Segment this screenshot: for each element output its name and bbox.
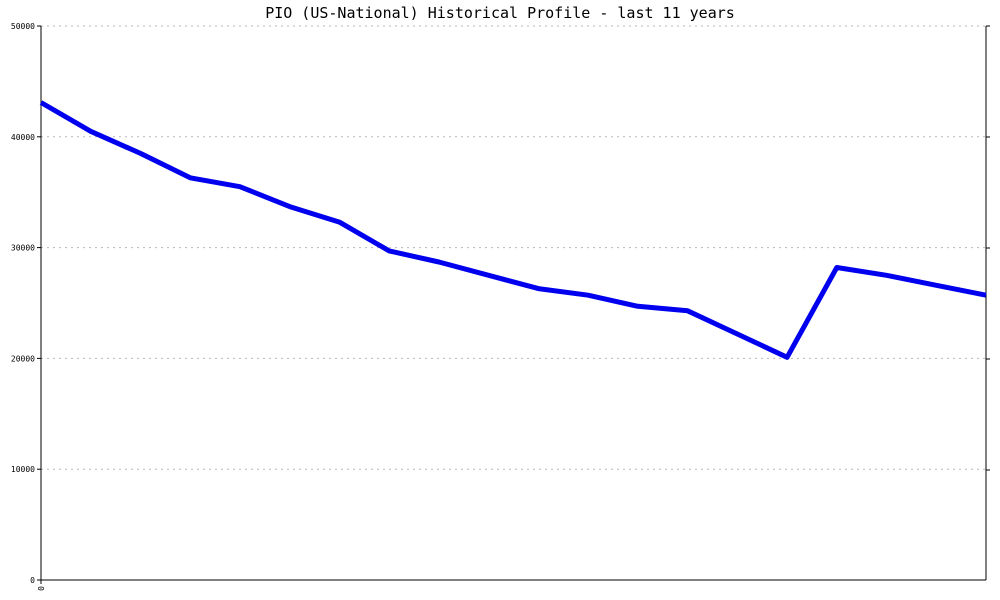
y-tick-label: 40000	[11, 133, 35, 142]
y-tick-label: 30000	[11, 244, 35, 253]
x-tick-label: 0	[37, 586, 46, 591]
y-tick-label: 50000	[11, 22, 35, 31]
series-group	[39, 100, 987, 360]
gridlines	[41, 25, 986, 470]
y-tick-label: 20000	[11, 354, 35, 363]
chart-title: PIO (US-National) Historical Profile - l…	[265, 4, 735, 22]
tick-labels: 0 10000 20000 30000 40000 50000 0	[11, 22, 46, 591]
y-tick-label: 0	[30, 576, 35, 585]
series-line-0	[39, 100, 987, 360]
y-tick-label: 10000	[11, 465, 35, 474]
axes	[37, 25, 990, 584]
